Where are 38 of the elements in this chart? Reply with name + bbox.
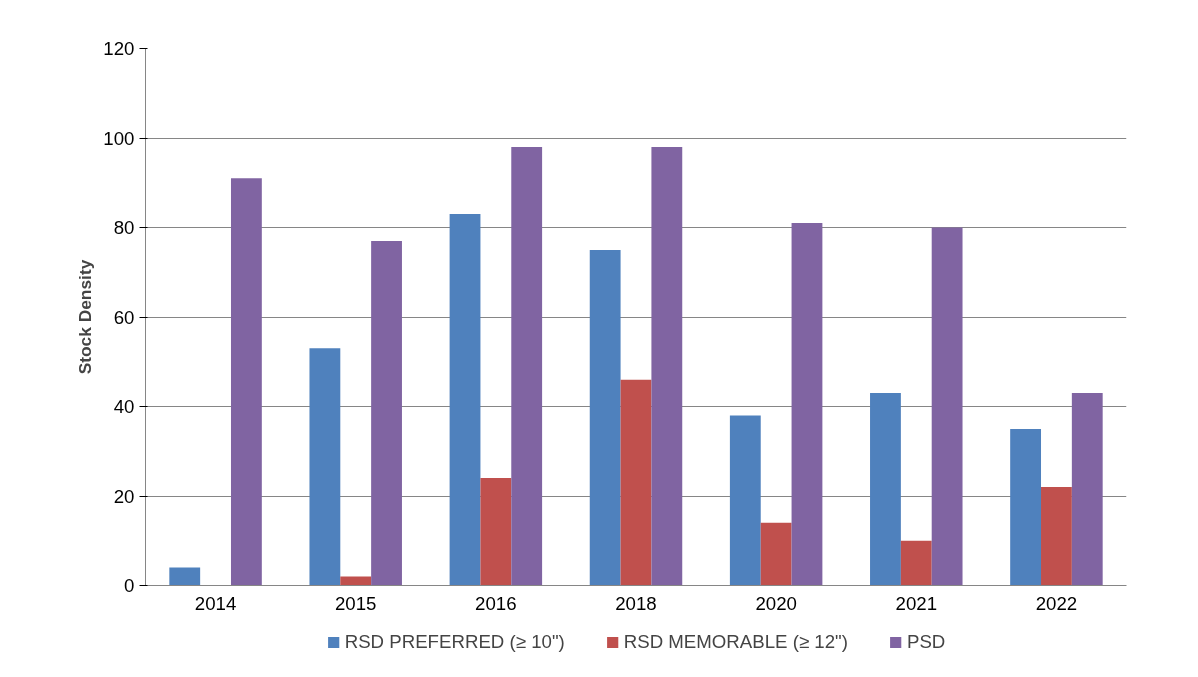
legend-label: RSD PREFERRED (≥ 10")	[344, 631, 565, 653]
bar	[620, 379, 652, 586]
y-tick-label: 120	[103, 38, 135, 59]
bar	[729, 415, 761, 586]
legend-label: PSD	[906, 631, 946, 653]
bar	[230, 178, 262, 586]
bar	[931, 227, 963, 586]
x-tick-label: 2020	[755, 592, 797, 614]
bar	[1010, 428, 1042, 586]
x-tick-label: 2021	[895, 592, 938, 614]
y-tick-label: 20	[113, 485, 135, 507]
bar	[760, 522, 792, 586]
bar	[340, 576, 372, 586]
y-tick-label: 60	[113, 306, 135, 328]
bar	[900, 540, 932, 586]
y-tick-label: 40	[113, 396, 135, 417]
bar	[511, 146, 543, 586]
x-tick-label: 2015	[334, 592, 377, 614]
legend-label: RSD MEMORABLE (≥ 12")	[623, 631, 848, 653]
bar	[309, 348, 341, 586]
bar	[169, 567, 201, 586]
bar	[480, 478, 512, 586]
y-axis-title: Stock Density	[75, 259, 96, 375]
x-tick-label: 2014	[194, 592, 237, 614]
y-tick-label: 80	[113, 217, 135, 238]
bar	[1071, 393, 1103, 586]
bar	[1041, 487, 1072, 586]
bar	[449, 214, 481, 586]
y-tick-label: 100	[103, 127, 135, 149]
x-tick-label: 2022	[1035, 592, 1078, 614]
bar	[589, 249, 621, 586]
bar	[651, 146, 683, 586]
bar	[791, 223, 823, 586]
bar	[371, 240, 402, 586]
y-tick-label: 0	[124, 575, 135, 596]
x-tick-label: 2016	[475, 592, 517, 614]
bar	[870, 393, 901, 586]
x-tick-label: 2018	[615, 592, 657, 614]
